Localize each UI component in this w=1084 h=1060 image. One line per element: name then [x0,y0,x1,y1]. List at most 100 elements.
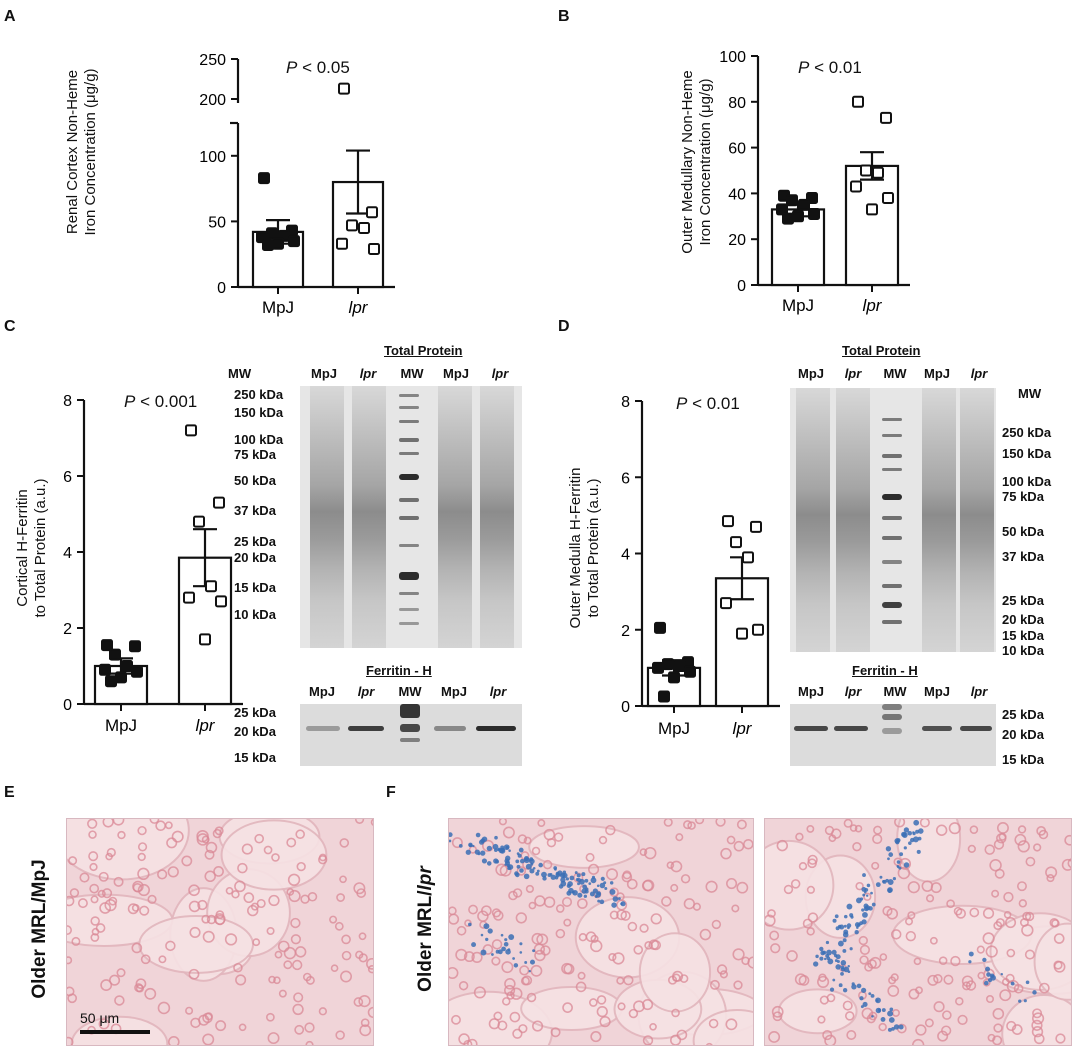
nucleus [736,881,749,894]
iron-deposit [870,993,875,998]
nucleus [732,948,745,961]
x-category-label: MpJ [105,716,137,735]
nucleus [1001,978,1010,986]
data-point [109,648,121,661]
iron-deposit [612,896,619,902]
protein-lane [310,386,344,648]
histology-texture [765,819,1071,1045]
nucleus [855,881,864,891]
ferritin-band [794,726,828,731]
iron-deposit [617,897,621,900]
chart-c: 0 2 4 6 8 MpJ lpr [63,393,243,735]
nucleus [588,863,600,875]
nucleus [987,1033,996,1042]
nucleus [491,939,503,950]
iron-deposit [497,848,501,852]
nucleus [543,828,556,841]
nucleus [106,847,116,858]
iron-deposit [574,871,578,875]
iron-deposit [620,901,626,907]
protein-lane [836,388,870,652]
nucleus [473,986,487,999]
nucleus [67,895,75,907]
ladder-band [882,536,902,540]
data-point [720,597,732,610]
nucleus [355,819,365,825]
nucleus [683,820,693,830]
lane-label: MpJ [924,684,950,699]
iron-deposit [843,924,847,928]
nucleus [205,841,218,854]
lane-label: MpJ [798,366,824,381]
iron-deposit [519,942,523,946]
ladder-band [399,394,419,397]
iron-deposit [823,957,827,961]
ladder-band [882,468,902,471]
nucleus [675,833,684,842]
nucleus [504,978,516,990]
iron-deposit [862,873,866,877]
nucleus [493,910,504,921]
nucleus [1003,910,1012,919]
nucleus [1017,840,1030,853]
iron-deposit [519,858,525,864]
nucleus [286,888,295,896]
iron-deposit [826,956,831,961]
iron-deposit [866,883,871,888]
iron-deposit [603,881,607,885]
nucleus [366,957,373,970]
nucleus [563,918,572,927]
blot-c-mw-header: MW [228,366,252,381]
iron-deposit [529,868,535,874]
lane-label: MW [400,366,424,381]
iron-deposit [859,897,864,901]
iron-deposit [504,938,508,942]
nucleus [131,904,140,912]
nucleus [256,898,266,909]
iron-deposit [843,966,850,973]
iron-deposit [832,978,836,982]
y-tick-label: 50 [208,214,226,231]
nucleus [913,957,922,966]
nucleus [456,925,467,936]
nucleus [1053,960,1063,970]
iron-deposit [840,960,847,966]
nucleus [890,929,902,940]
iron-deposit [896,838,901,843]
iron-deposit [550,874,556,880]
nucleus [296,861,306,872]
lane-label: lpr [491,366,509,381]
nucleus [633,944,644,955]
nucleus [502,997,511,1006]
mw-marker-label: 250 kDa [234,387,284,402]
iron-deposit [483,923,490,930]
ladder-band [399,438,419,442]
nucleus [204,1012,213,1021]
nucleus [318,855,328,865]
nucleus [725,1018,738,1031]
iron-deposit [868,992,872,996]
iron-deposit [889,1007,894,1012]
panel-a-pvalue: P < 0.05 [286,58,350,77]
ladder-band [399,452,419,455]
nucleus [530,964,543,977]
scale-bar [80,1030,150,1034]
nucleus [969,907,980,918]
nucleus [1038,982,1050,994]
nucleus [1064,834,1071,846]
nucleus [765,914,776,927]
ladder-band [400,724,420,732]
ladder-band [399,544,419,547]
nucleus [842,1000,853,1011]
nucleus [88,830,97,839]
nucleus [802,918,813,929]
nucleus [982,978,991,987]
iron-deposit [481,858,487,864]
blot-c-ferritin-membrane [300,704,522,766]
iron-deposit [860,1005,864,1009]
y-tick-label: 8 [621,394,630,411]
iron-deposit [508,849,511,852]
iron-deposit [519,868,524,873]
nucleus [277,940,290,953]
data-point [121,660,133,672]
